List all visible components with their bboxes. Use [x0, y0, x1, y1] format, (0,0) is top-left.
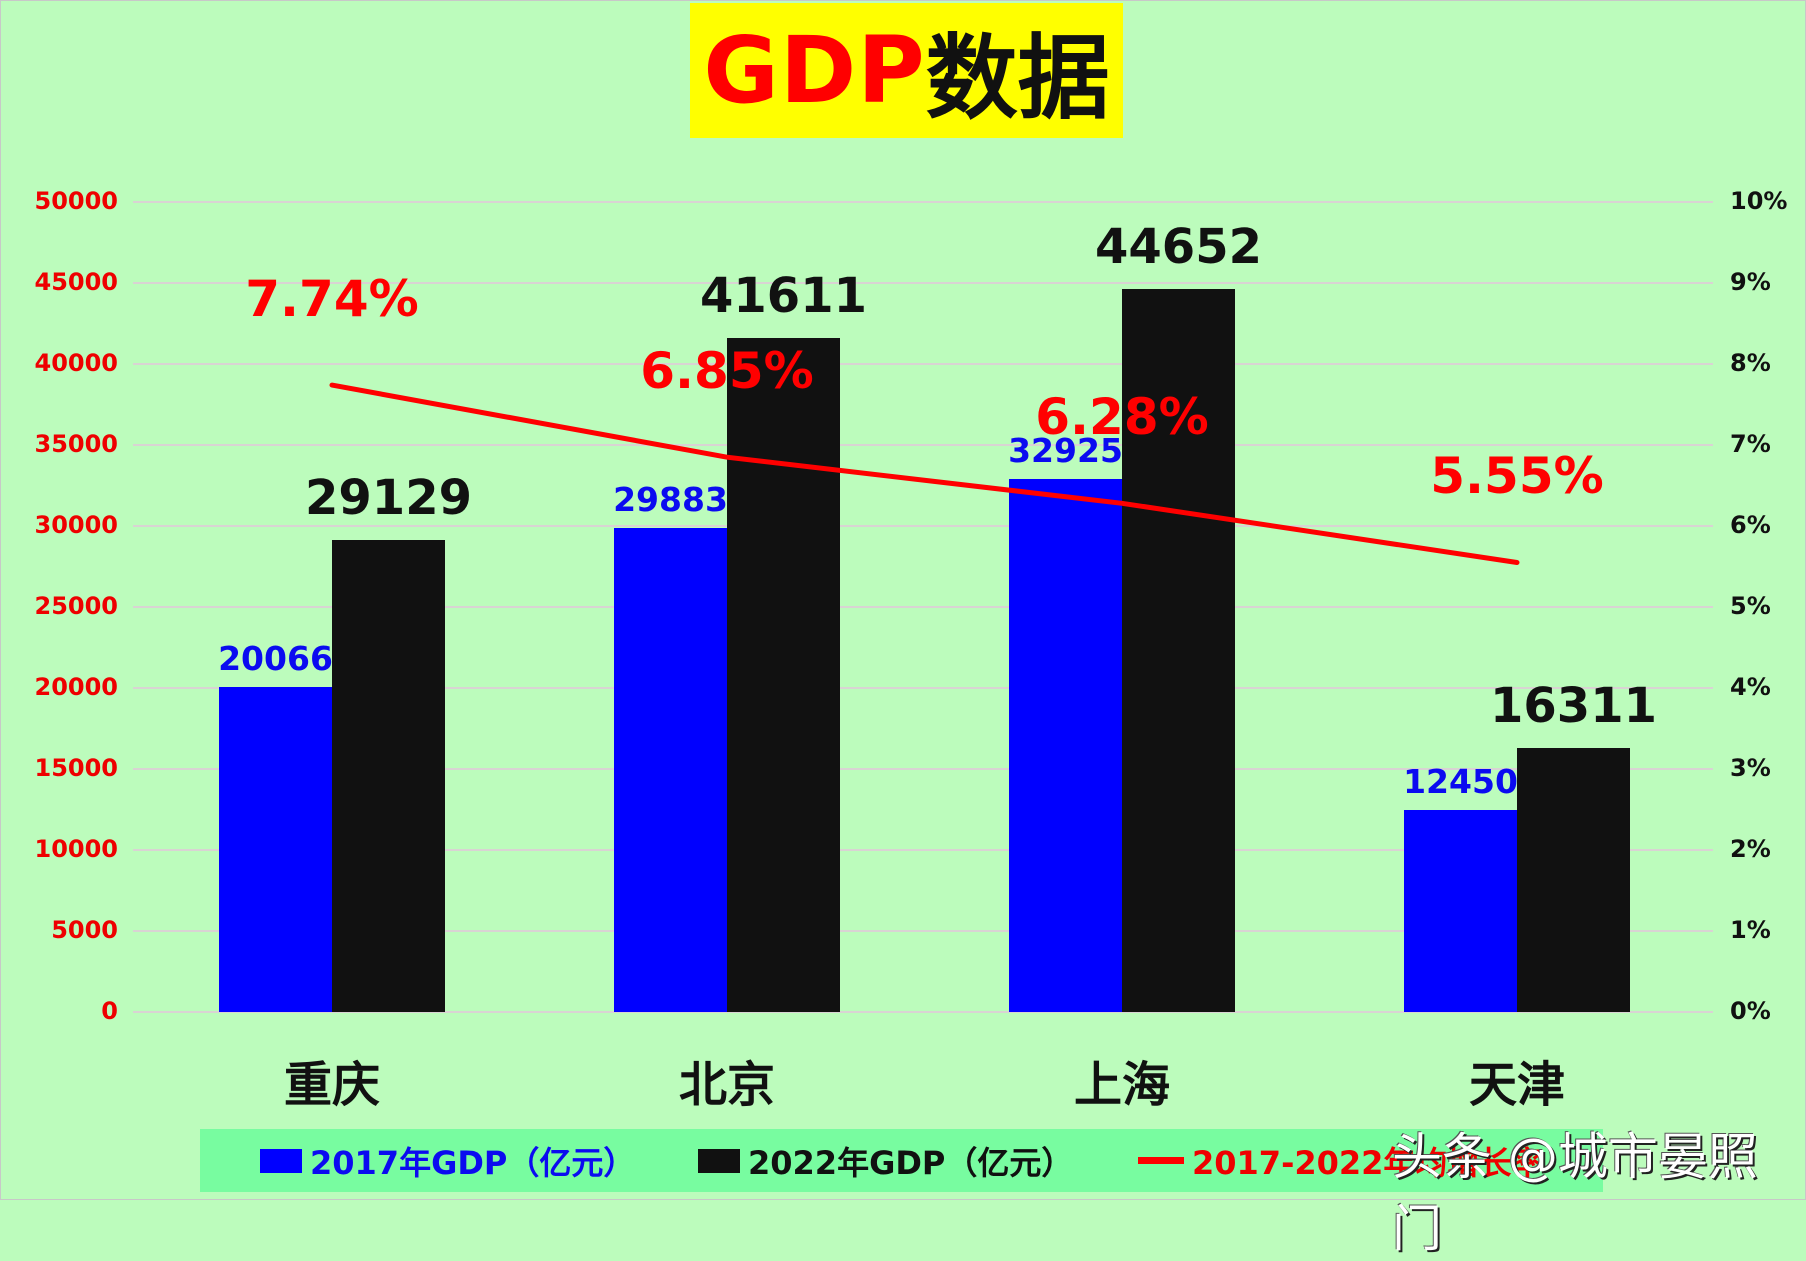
chart-title: GDP 数据	[690, 3, 1123, 138]
legend-item-growth: 2017-2022年均增长率	[1138, 1138, 1543, 1184]
y2-axis-tick: 7%	[1730, 430, 1771, 458]
bar-2017	[1404, 810, 1517, 1012]
bar-2022	[1122, 288, 1235, 1012]
y-axis-tick: 25000	[34, 592, 119, 620]
title-gdp: GDP	[703, 17, 926, 124]
value-label-2022: 16311	[1490, 677, 1657, 734]
title-data: 数据	[925, 25, 1110, 132]
value-label-2022: 41611	[700, 267, 867, 324]
y2-axis-tick: 6%	[1730, 511, 1771, 539]
legend-label: 2017-2022年均增长率	[1192, 1143, 1544, 1182]
legend-label: 2022年GDP（亿元）	[748, 1143, 1074, 1182]
y2-axis-tick: 4%	[1730, 673, 1771, 701]
bar-2017	[1009, 478, 1122, 1012]
rate-label: 7.74%	[245, 270, 419, 329]
gridline	[133, 201, 1713, 203]
y2-axis-tick: 2%	[1730, 835, 1771, 863]
bar-2022	[1517, 747, 1630, 1012]
gridline	[133, 930, 1713, 932]
watermark: 头条 @城市晏照门	[1392, 1128, 1758, 1258]
legend-label: 2017年GDP（亿元）	[310, 1143, 636, 1182]
gridline	[133, 687, 1713, 689]
gridline	[133, 282, 1713, 284]
category-label: 北京	[678, 1057, 775, 1113]
bar-2017	[219, 686, 332, 1012]
bar-2022	[332, 540, 445, 1012]
y-axis-tick: 40000	[34, 349, 119, 377]
growth-rate-line	[329, 382, 1520, 565]
value-label-2022: 44652	[1095, 218, 1262, 275]
value-label-2017: 20066	[218, 638, 333, 678]
y-axis-tick: 10000	[34, 835, 119, 863]
gridline	[133, 1011, 1713, 1013]
y-axis-tick: 0	[101, 997, 118, 1025]
rate-label: 6.28%	[1035, 388, 1209, 447]
gridline	[133, 849, 1713, 851]
category-label: 天津	[1468, 1057, 1565, 1113]
y2-axis-tick: 9%	[1730, 268, 1771, 296]
y-axis-tick: 5000	[51, 916, 118, 944]
value-label-2022: 29129	[305, 470, 472, 527]
gridline	[133, 363, 1713, 365]
y-axis-tick: 35000	[34, 430, 119, 458]
y-axis-tick: 50000	[34, 187, 119, 215]
rate-label: 6.85%	[640, 342, 814, 401]
legend: 2017年GDP（亿元） 2022年GDP（亿元） 2017-2022年均增长率	[200, 1129, 1603, 1192]
category-label: 重庆	[283, 1057, 380, 1113]
y2-axis-tick: 10%	[1730, 187, 1788, 215]
legend-swatch-blue-icon	[260, 1148, 302, 1173]
y2-axis-tick: 3%	[1730, 754, 1771, 782]
y2-axis-tick: 8%	[1730, 349, 1771, 377]
y-axis-tick: 30000	[34, 511, 119, 539]
legend-line-red-icon	[1138, 1157, 1184, 1164]
rate-label: 5.55%	[1430, 447, 1604, 506]
gridline	[133, 444, 1713, 446]
category-label: 上海	[1073, 1057, 1170, 1113]
legend-item-2022: 2022年GDP（亿元）	[698, 1138, 1073, 1184]
gridline	[133, 768, 1713, 770]
y2-axis-tick: 0%	[1730, 997, 1771, 1025]
value-label-2017: 29883	[613, 479, 728, 519]
y2-axis-tick: 1%	[1730, 916, 1771, 944]
y-axis-tick: 15000	[34, 754, 119, 782]
bar-2017	[614, 527, 727, 1012]
y-axis-tick: 20000	[34, 673, 119, 701]
value-label-2017: 32925	[1008, 430, 1123, 470]
gridline	[133, 525, 1713, 527]
legend-swatch-black-icon	[698, 1148, 740, 1173]
y-axis-tick: 45000	[34, 268, 119, 296]
gridline	[133, 606, 1713, 608]
legend-item-2017: 2017年GDP（亿元）	[260, 1138, 635, 1184]
y2-axis-tick: 5%	[1730, 592, 1771, 620]
value-label-2017: 12450	[1403, 762, 1518, 802]
bar-2022	[727, 337, 840, 1012]
